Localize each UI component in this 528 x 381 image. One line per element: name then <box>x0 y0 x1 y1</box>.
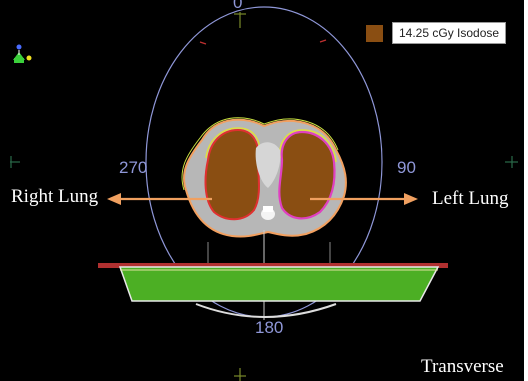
gantry-angle-right: 90 <box>397 158 416 177</box>
right-lung-isodose <box>204 128 260 221</box>
orientation-figure-icon <box>13 44 32 63</box>
isodose-swatch <box>366 24 383 42</box>
left-lung-arrow <box>310 193 418 205</box>
gantry-angle-left: 270 <box>119 158 148 177</box>
view-orientation-label: Transverse <box>421 356 504 377</box>
gantry-angle-bottom: 180 <box>255 318 284 337</box>
left-lung-isodose <box>278 130 336 220</box>
treatment-couch <box>98 263 448 302</box>
left-lung-label: Left Lung <box>432 188 509 209</box>
gantry-bottom-arc <box>195 303 337 318</box>
isodose-legend: 14.25 cGy Isodose <box>366 20 507 46</box>
right-lung-arrow <box>107 193 212 205</box>
isodose-legend-label: 14.25 cGy Isodose <box>392 22 507 44</box>
right-lung-label: Right Lung <box>11 186 99 207</box>
gantry-angle-top: 0 <box>233 0 243 12</box>
